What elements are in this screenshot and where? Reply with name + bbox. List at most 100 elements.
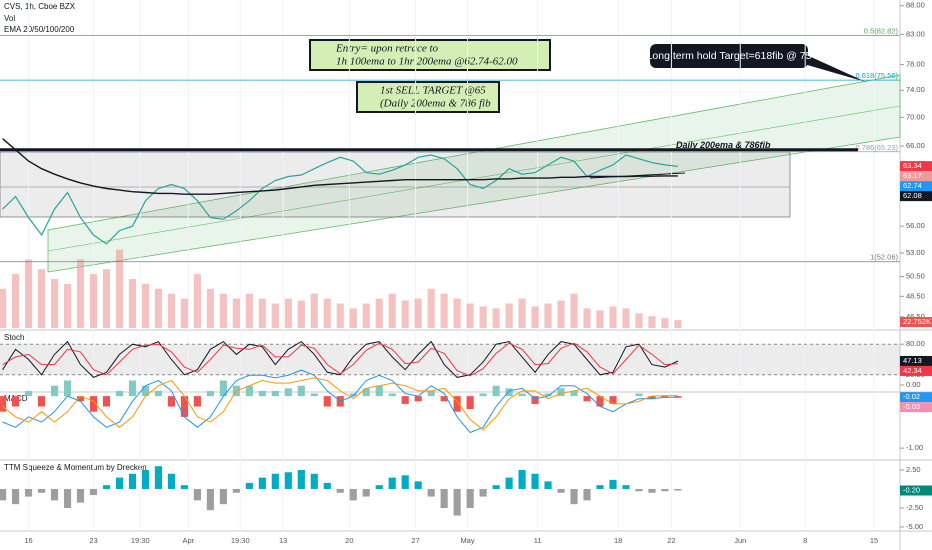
- value-tag: [900, 392, 932, 403]
- target-arrow: [790, 52, 866, 82]
- volume-bar: [466, 303, 474, 328]
- volume-bar: [622, 308, 630, 328]
- target-box: [650, 44, 808, 68]
- ttm-bar: [531, 473, 539, 489]
- ttm-bar: [180, 485, 188, 489]
- indicator-label: Vol: [4, 14, 15, 23]
- volume-bar: [401, 300, 409, 328]
- macd-bar: [245, 385, 253, 397]
- ttm-bar: [635, 488, 643, 492]
- target-note: Long term hold Target=618fib @ 75: [647, 50, 812, 62]
- fib-label: 0.5(82.82): [864, 26, 899, 35]
- volume-bar: [193, 274, 201, 328]
- macd-bar: [544, 393, 552, 397]
- ttm-bar: [453, 488, 461, 516]
- volume-bar: [219, 293, 227, 328]
- y-tick-label: 48.50: [906, 291, 925, 300]
- macd-bar: [570, 390, 578, 397]
- value-tag-label: -0.03: [903, 402, 920, 411]
- volume-bar: [661, 318, 669, 328]
- macd-bar: [50, 385, 59, 397]
- series-line: [2, 154, 678, 245]
- y-tick-label: -2.50: [906, 503, 923, 512]
- volume-bar: [674, 320, 682, 328]
- fib-label: 1(52.06): [870, 253, 898, 262]
- volume-bar: [141, 283, 150, 328]
- x-tick-label: 20: [345, 536, 353, 545]
- ttm-bar: [284, 472, 292, 489]
- volume-bar: [284, 298, 292, 328]
- ttm-bar: [518, 469, 526, 489]
- macd-bar: [193, 396, 201, 407]
- ttm-bar: [427, 488, 435, 497]
- volume-bar: [232, 298, 240, 328]
- macd-bar: [635, 393, 643, 397]
- x-tick-label: 27: [411, 536, 419, 545]
- ttm-bar: [557, 488, 565, 493]
- x-tick-label: 8: [803, 536, 807, 545]
- volume-bar: [609, 306, 617, 328]
- y-tick-label: 83.00: [906, 29, 925, 38]
- volume-bar: [271, 303, 279, 328]
- volume-bar: [557, 300, 565, 328]
- ttm-bar: [271, 473, 279, 489]
- ttm-bar: [310, 473, 318, 489]
- macd-bar: [37, 396, 46, 407]
- channel: [47, 74, 901, 273]
- entry-note: 1h 100ema to 1hr 200ema @62.74-62.00: [336, 56, 518, 68]
- pane-title: TTM Squeeze & Momentum by Drecken: [4, 463, 147, 472]
- macd-bar: [648, 396, 656, 399]
- macd-bar: [89, 396, 98, 412]
- fib-label: 0.618(75.56): [855, 71, 898, 80]
- ttm-bar: [37, 488, 46, 493]
- ttm-bar: [206, 488, 214, 511]
- ttm-bar: [479, 488, 487, 497]
- ttm-bar: [25, 488, 33, 497]
- ttm-bar: [544, 481, 552, 489]
- ttm-bar: [505, 477, 513, 489]
- volume-bar: [63, 283, 72, 328]
- value-tag: [900, 181, 932, 192]
- macd-bar: [115, 390, 124, 397]
- macd-bar: [466, 396, 474, 410]
- volume-bar: [37, 269, 46, 328]
- macd-bar: [141, 385, 150, 397]
- entry-note: Entry= upon retrace to: [335, 43, 439, 55]
- ttm-bar: [0, 488, 7, 501]
- x-tick-label: May: [460, 536, 474, 545]
- value-tag: [900, 485, 932, 496]
- volume-bar: [245, 293, 253, 328]
- macd-bar: [557, 388, 565, 397]
- value-tag-label: 47.13: [903, 356, 922, 365]
- y-tick-label: -5.00: [906, 522, 923, 531]
- ttm-bar: [466, 488, 474, 508]
- value-tag-label: 63.17: [903, 171, 922, 180]
- macd-bar: [102, 396, 111, 407]
- y-tick-label: 0.00: [906, 380, 921, 389]
- x-tick-label: 19:30: [131, 536, 150, 545]
- ttm-bar: [388, 477, 396, 489]
- ttm-bar: [154, 466, 163, 489]
- macd-bar: [12, 396, 20, 407]
- volume-bar: [375, 298, 383, 328]
- x-tick-label: 13: [279, 536, 287, 545]
- ttm-bar: [232, 488, 240, 493]
- volume-bar: [310, 293, 318, 328]
- x-tick-label: 23: [89, 536, 97, 545]
- macd-bar: [206, 390, 214, 397]
- x-tick-label: 11: [534, 536, 542, 545]
- ttm-bar: [167, 473, 175, 489]
- volume-bar: [323, 298, 331, 328]
- macd-bar: [375, 385, 383, 397]
- macd-bar: [154, 390, 163, 397]
- y-tick-label: 66.00: [906, 141, 925, 150]
- macd-bar: [479, 393, 487, 397]
- volume-bar: [89, 274, 98, 328]
- series-line: [2, 340, 679, 378]
- ttm-bar: [219, 488, 227, 505]
- ttm-bar: [596, 485, 604, 489]
- series-line: [2, 342, 678, 377]
- value-tag: [900, 355, 932, 366]
- macd-bar: [180, 396, 188, 417]
